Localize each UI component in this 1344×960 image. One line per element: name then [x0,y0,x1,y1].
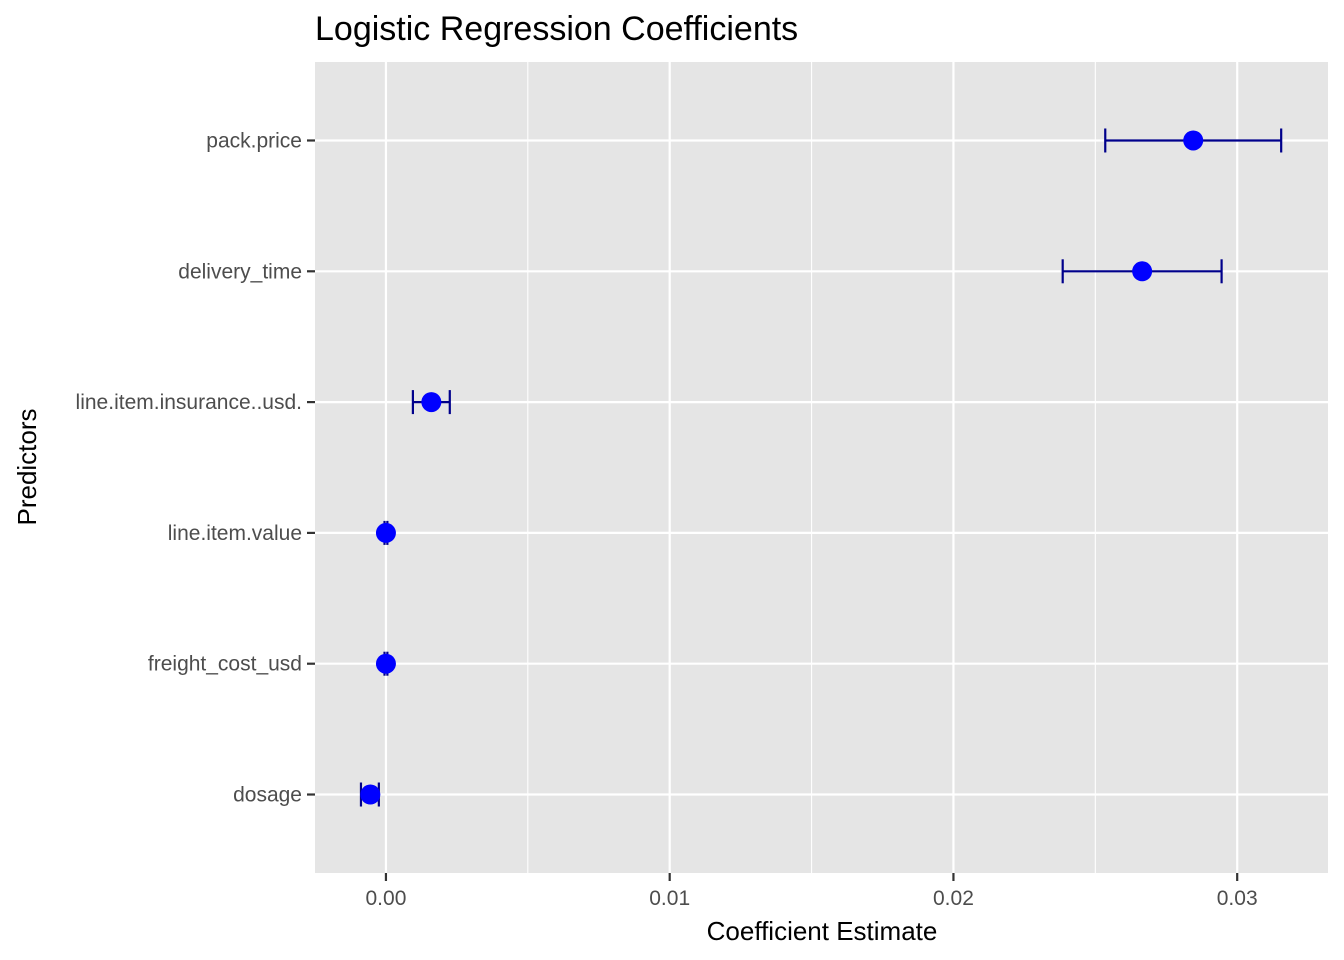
major-gridlines [315,62,1328,873]
y-axis-title: Predictors [12,408,42,525]
coefficient-point [360,784,381,805]
x-tick-label: 0.00 [366,887,407,910]
y-tick-label: dosage [233,784,302,807]
x-axis: 0.00 0.01 0.02 0.03 [366,873,1258,910]
coefficient-point [1132,261,1153,282]
chart-title: Logistic Regression Coefficients [315,10,798,48]
plot-panel [315,62,1328,873]
x-tick-label: 0.01 [649,887,690,910]
y-tick-label: line.item.insurance..usd. [76,391,302,414]
x-axis-title: Coefficient Estimate [707,916,938,946]
minor-gridlines [527,62,1096,873]
coefficient-point [375,653,396,674]
y-tick-label: line.item.value [168,522,302,545]
y-tick-label: delivery_time [178,260,302,283]
coefficient-points [360,130,1204,805]
x-tick-label: 0.02 [933,887,974,910]
y-tick-label: freight_cost_usd [148,653,302,676]
coefficient-point [421,392,442,413]
coefficient-point [375,522,396,543]
y-axis: pack.price delivery_time line.item.insuran… [76,129,315,807]
coefficient-point [1183,130,1204,151]
x-tick-label: 0.03 [1217,887,1258,910]
y-tick-label: pack.price [206,129,302,152]
